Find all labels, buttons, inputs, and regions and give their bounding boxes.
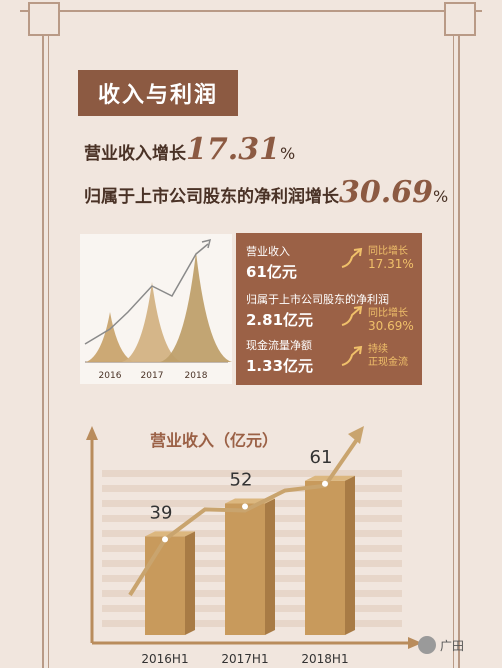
info-note-profit: 同比增长 30.69% bbox=[368, 307, 414, 333]
bar-side-2016H1 bbox=[185, 531, 195, 635]
mini-trend-chart: 2016 2017 2018 bbox=[80, 234, 232, 384]
info-label-revenue: 营业收入 bbox=[246, 245, 290, 258]
brand-watermark-text: 广田 bbox=[440, 638, 465, 653]
info-value-revenue: 61亿元 bbox=[246, 263, 297, 281]
frame-top-line bbox=[20, 10, 482, 12]
frame-right-line bbox=[458, 10, 460, 668]
bar-2018H1 bbox=[305, 480, 345, 635]
x-tick-label-2018H1: 2018H1 bbox=[301, 652, 348, 665]
info-label-cashflow: 现金流量净额 bbox=[246, 339, 312, 352]
info-note-cashflow: 持续 正现金流 bbox=[368, 343, 408, 369]
info-note-profit-line1: 同比增长 bbox=[368, 308, 408, 319]
grid-stripe bbox=[102, 470, 402, 477]
info-panel: 营业收入 61亿元 同比增长 17.31% 归属于上市公司股东的净利润 2.81… bbox=[236, 233, 422, 385]
profit-growth-line: 归属于上市公司股东的净利润增长30.69% bbox=[84, 175, 448, 210]
revenue-growth-prefix: 营业收入增长 bbox=[84, 144, 186, 164]
brand-watermark: 广田 bbox=[418, 636, 464, 654]
mini-peak-2018 bbox=[160, 252, 232, 362]
x-tick-label-2017H1: 2017H1 bbox=[221, 652, 268, 665]
info-note-cashflow-line2: 正现金流 bbox=[368, 357, 408, 368]
bar-chart-title: 营业收入（亿元） bbox=[150, 431, 279, 450]
info-row-cashflow: 现金流量净额 1.33亿元 bbox=[246, 337, 313, 376]
bar-value-label-2018H1: 61 bbox=[310, 447, 333, 468]
wechat-logo-icon bbox=[418, 636, 436, 654]
info-value-cashflow: 1.33亿元 bbox=[246, 357, 314, 375]
trend-point-2017H1 bbox=[242, 503, 248, 510]
section-title: 收入与利润 bbox=[78, 70, 238, 116]
bar-2017H1 bbox=[225, 503, 265, 635]
trend-up-arrow-icon-3 bbox=[341, 345, 363, 366]
info-value-profit: 2.81亿元 bbox=[246, 311, 314, 329]
info-note-profit-line2: 30.69% bbox=[368, 319, 414, 333]
bar-side-2018H1 bbox=[345, 475, 355, 635]
revenue-growth-number: 17.31 bbox=[186, 132, 280, 167]
info-label-profit: 归属于上市公司股东的净利润 bbox=[246, 293, 389, 306]
mini-peak-2017 bbox=[122, 282, 182, 362]
mini-trend-arrow-icon bbox=[201, 238, 212, 249]
trend-point-2018H1 bbox=[322, 480, 328, 487]
revenue-growth-line: 营业收入增长17.31% bbox=[84, 132, 295, 167]
mini-trend-line bbox=[84, 243, 209, 345]
trend-point-2016H1 bbox=[162, 536, 168, 543]
y-axis-arrow-icon bbox=[86, 426, 98, 440]
profit-growth-unit: % bbox=[432, 187, 449, 206]
mini-peak-2016 bbox=[86, 312, 134, 362]
revenue-growth-unit: % bbox=[279, 144, 296, 163]
bar-side-2017H1 bbox=[265, 498, 275, 635]
bar-value-label-2017H1: 52 bbox=[230, 470, 253, 491]
frame-left-line-inner bbox=[48, 10, 49, 668]
mini-x-label-2018: 2018 bbox=[185, 371, 208, 381]
info-note-revenue: 同比增长 17.31% bbox=[368, 245, 414, 271]
info-note-revenue-line2: 17.31% bbox=[368, 257, 414, 271]
trend-up-arrow-icon-2 bbox=[341, 305, 363, 326]
profit-growth-prefix: 归属于上市公司股东的净利润增长 bbox=[84, 187, 339, 207]
revenue-bar-chart: 39 2016H1 52 2017H1 61 2018H1 bbox=[86, 426, 422, 665]
bar-2016H1 bbox=[145, 536, 185, 635]
frame-corner-right bbox=[444, 2, 476, 36]
mini-trend-svg: 2016 2017 2018 bbox=[84, 238, 232, 381]
frame-left-line bbox=[42, 10, 44, 668]
x-tick-label-2016H1: 2016H1 bbox=[141, 652, 188, 665]
profit-growth-number: 30.69 bbox=[339, 175, 433, 210]
mini-x-label-2017: 2017 bbox=[141, 371, 164, 381]
info-row-revenue: 营业收入 61亿元 bbox=[246, 243, 297, 282]
mini-x-label-2016: 2016 bbox=[99, 371, 122, 381]
info-note-cashflow-line1: 持续 bbox=[368, 344, 388, 355]
frame-right-line-inner bbox=[453, 10, 454, 668]
x-axis-arrow-icon bbox=[408, 637, 422, 649]
trend-arrow-icon bbox=[348, 426, 364, 444]
info-row-profit: 归属于上市公司股东的净利润 2.81亿元 bbox=[246, 291, 389, 330]
frame-corner-left bbox=[28, 2, 60, 36]
grid-stripe bbox=[102, 485, 402, 492]
trend-up-arrow-icon bbox=[341, 247, 363, 268]
info-note-revenue-line1: 同比增长 bbox=[368, 246, 408, 257]
bar-value-label-2016H1: 39 bbox=[150, 502, 173, 523]
